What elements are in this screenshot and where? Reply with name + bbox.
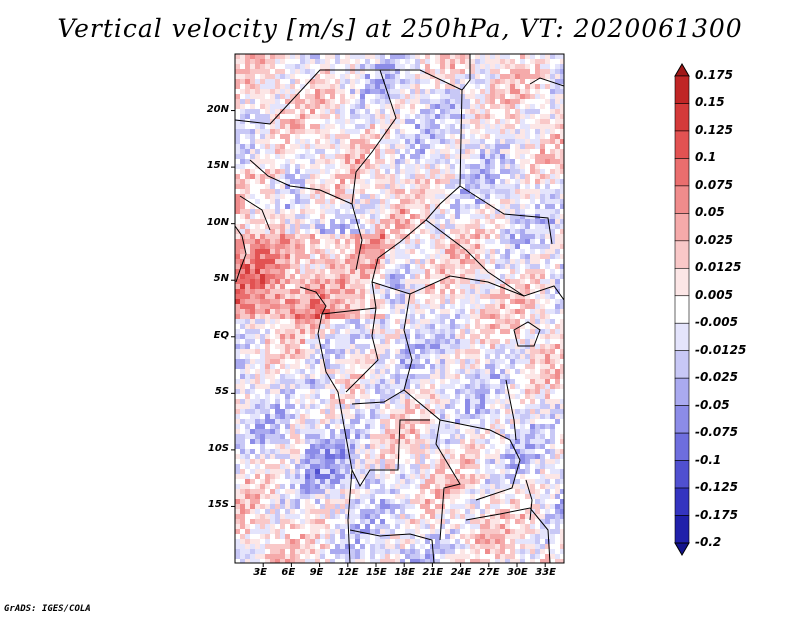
colorbar-swatch [674,350,690,379]
axis-ticks [231,110,546,567]
map-title: Vertical velocity [m/s] at 250hPa, VT: 2… [57,14,743,43]
lon-label: 3E [253,567,267,578]
lon-label: 33E [535,567,556,578]
colorbar-swatch [674,75,690,104]
colorbar-label: -0.0125 [695,342,747,357]
colorbar-swatch [674,130,690,159]
colorbar-label: 0.05 [695,205,725,220]
lon-label: 12E [337,567,359,578]
lon-label: 18E [394,567,415,578]
colorbar [674,63,690,556]
colorbar-swatch [674,405,690,434]
colorbar-max-arrow [674,63,690,77]
colorbar-label: 0.0125 [695,260,742,275]
colorbar-label: 0.125 [695,122,733,137]
colorbar-label: 0.1 [695,150,717,165]
border [249,159,363,271]
colorbar-label: -0.075 [695,425,738,440]
footer-credit: GrADS: IGES/COLA [4,604,91,614]
lat-label: 10N [206,216,229,228]
lat-label: 20N [206,103,229,115]
colorbar-label: 0.025 [695,232,733,247]
lake-malawi [525,479,533,521]
border [403,389,461,541]
coastline [299,286,353,563]
border [351,293,413,405]
colorbar-swatch [674,322,690,352]
colorbar-label: -0.005 [695,315,738,330]
colorbar-swatch [674,213,690,242]
colorbar-swatch [674,460,690,489]
lat-label: 15S [207,499,229,511]
country-borders [235,54,564,563]
border [465,507,551,563]
colorbar-swatch [674,267,690,297]
colorbar-label: -0.2 [695,535,722,549]
velocity-field [235,54,564,563]
colorbar-label: -0.05 [695,397,730,412]
colorbar-label: 0.005 [695,287,733,302]
colorbar-swatch [674,185,690,214]
colorbar-label: 0.15 [695,95,725,110]
red-sea-coast [529,77,564,87]
colorbar-label: 0.175 [695,68,733,82]
border [321,307,377,315]
border [349,529,435,563]
lon-label: 6E [281,567,296,578]
border [371,89,463,309]
colorbar-label: -0.1 [695,452,722,467]
lat-label: 15N [206,160,229,172]
colorbar-label: 0.075 [695,177,733,192]
colorbar-min-arrow [674,542,690,556]
border [345,307,379,393]
lat-label: EQ [213,329,229,341]
border [351,69,397,205]
colorbar-swatch [674,515,690,544]
lat-label: 10S [207,442,229,454]
border [371,275,525,297]
colorbar-label: -0.175 [695,507,738,522]
colorbar-swatch [674,487,690,516]
lat-label: 5N [213,273,229,285]
border [235,54,471,125]
lake-tanganyika [505,379,517,441]
border [459,185,553,245]
colorbar-swatch [674,432,690,461]
colorbar-swatch [674,158,690,187]
colorbar-label: -0.125 [695,480,738,495]
coastline [235,225,247,283]
lon-label: 30E [507,567,528,578]
border [425,219,564,301]
colorbar-swatch [674,295,690,324]
lat-label: 5S [214,386,229,398]
colorbar-swatch [674,103,690,132]
lake-victoria [513,321,541,347]
lon-label: 9E [309,567,324,578]
plot-frame [234,53,565,564]
colorbar-label: -0.025 [695,370,738,385]
lon-label: 24E [450,567,472,578]
border [351,419,430,488]
border [239,195,271,231]
lon-label: 15E [366,567,387,578]
lon-label: 21E [422,567,444,578]
colorbar-swatch [674,377,690,406]
border [439,419,521,501]
lon-label: 27E [478,567,500,578]
colorbar-swatch [674,240,690,269]
